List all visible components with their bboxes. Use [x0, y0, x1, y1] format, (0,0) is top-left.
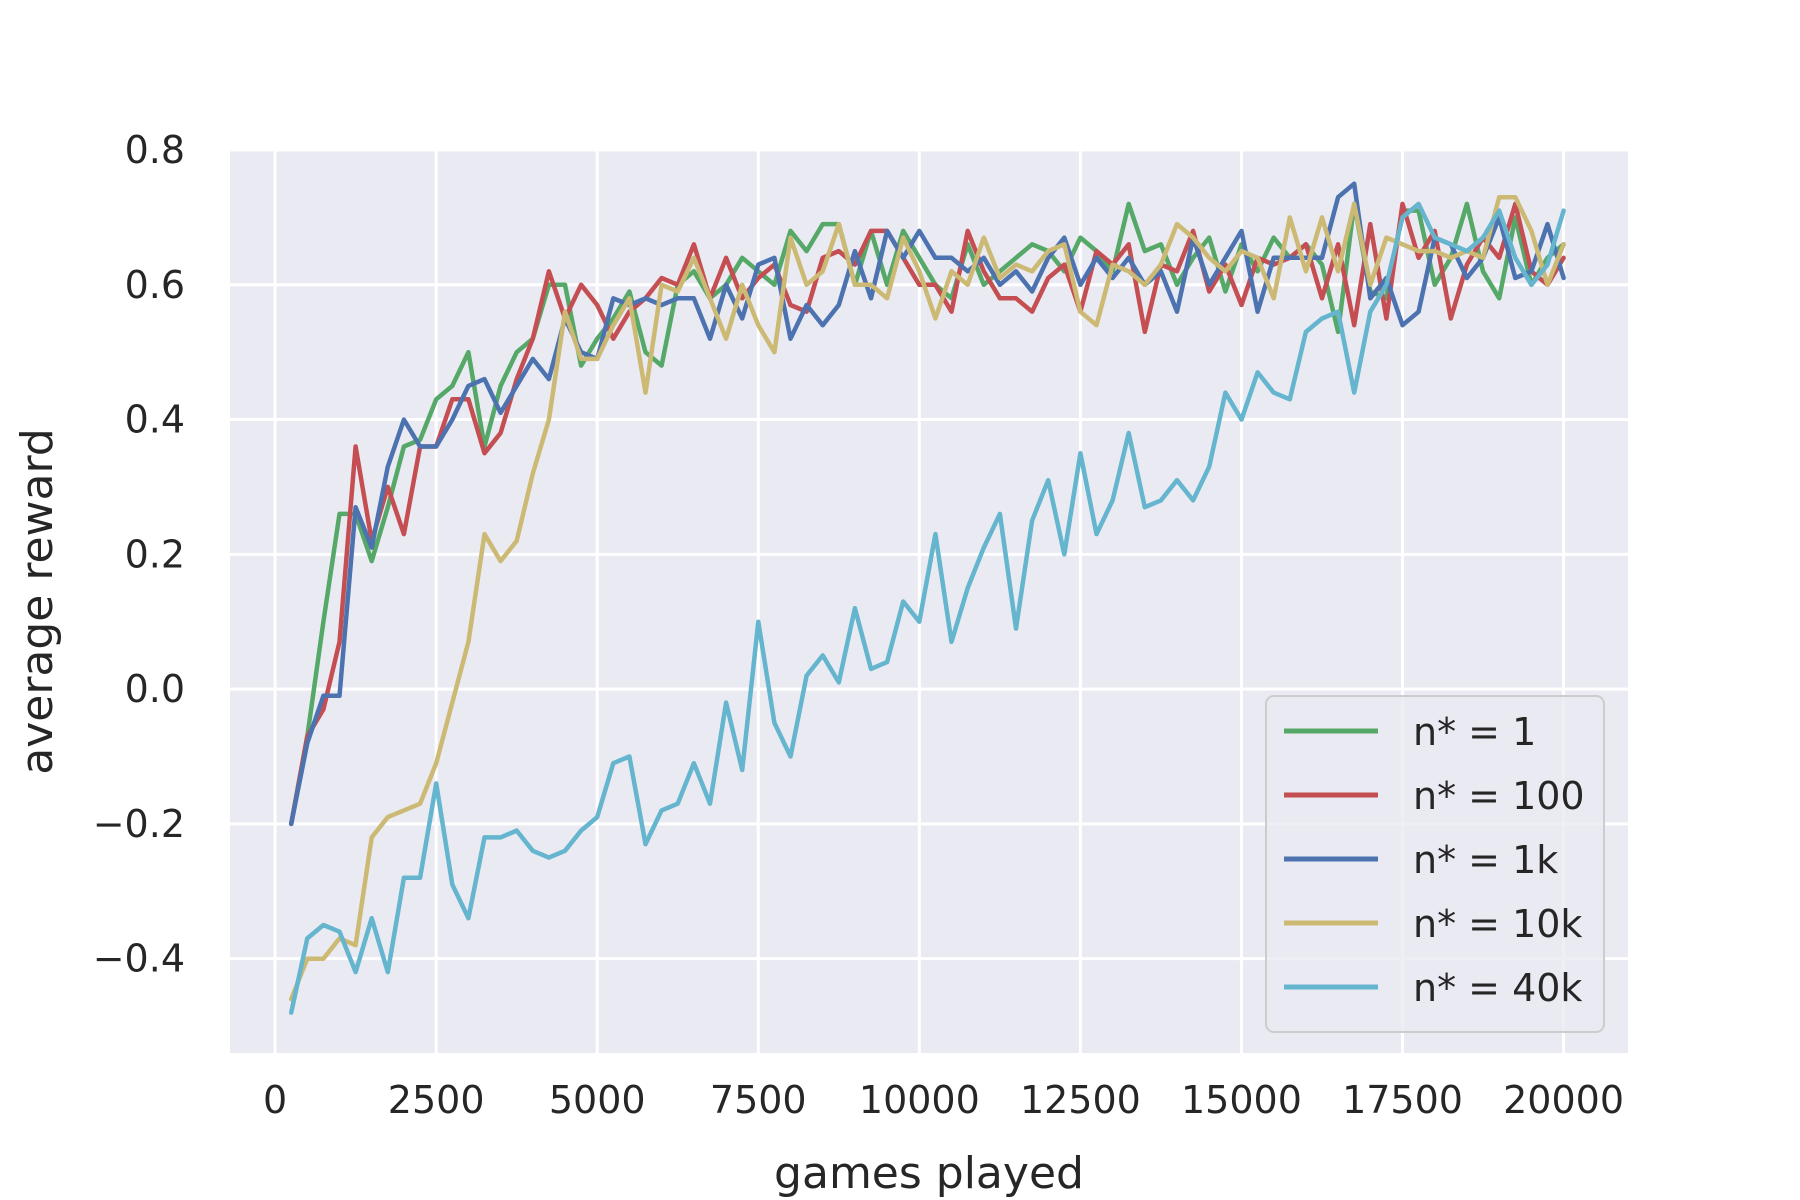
x-tick-label: 7500	[710, 1078, 807, 1122]
series-line-2	[288, 201, 1566, 827]
series-line-1	[288, 201, 1566, 827]
tick-labels: 0 2500 5000 7500 10000 12500 15000 17500 20000 −0…	[93, 128, 1624, 1122]
y-tick-label: 0.2	[125, 532, 185, 576]
y-tick-label: −0.4	[93, 937, 185, 981]
y-tick-label: −0.2	[93, 802, 185, 846]
y-axis-label: average reward	[12, 428, 63, 775]
x-tick-label: 20000	[1503, 1078, 1624, 1122]
legend-label: n* = 100	[1413, 774, 1585, 818]
legend-label: n* = 10k	[1413, 902, 1582, 946]
series-lines	[288, 181, 1566, 1015]
series-line-5	[288, 201, 1566, 1015]
x-tick-label: 10000	[859, 1078, 980, 1122]
x-tick-label: 2500	[388, 1078, 485, 1122]
x-tick-label: 5000	[549, 1078, 646, 1122]
legend-box	[1265, 695, 1605, 1033]
x-tick-label: 17500	[1342, 1078, 1463, 1122]
x-tick-label: 15000	[1181, 1078, 1302, 1122]
y-tick-label: 0.6	[125, 263, 185, 307]
y-tick-label: 0.4	[125, 398, 185, 442]
legend-label: n* = 40k	[1413, 966, 1582, 1010]
y-tick-label: 0.8	[125, 128, 185, 172]
legend-label: n* = 1k	[1413, 838, 1558, 882]
x-axis-label: games played	[774, 1148, 1084, 1199]
legend: n* = 1 n* = 100 n* = 1k n* = 10k n* = 40k	[1265, 695, 1605, 1033]
series-line-3	[288, 181, 1566, 827]
series-line-4	[288, 194, 1566, 1002]
x-tick-label: 0	[263, 1078, 287, 1122]
legend-label: n* = 1	[1413, 710, 1536, 754]
x-tick-label: 12500	[1020, 1078, 1141, 1122]
y-tick-label: 0.0	[125, 667, 185, 711]
